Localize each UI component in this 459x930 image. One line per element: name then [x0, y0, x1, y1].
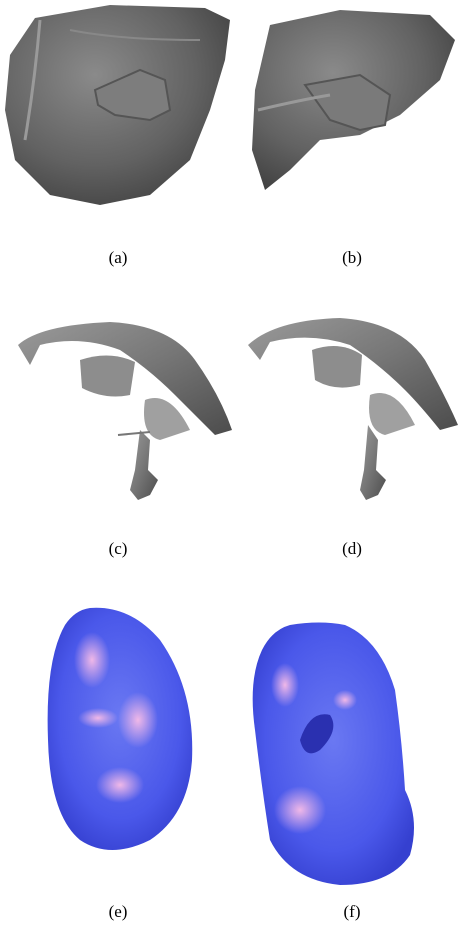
caption: (b) [342, 248, 362, 267]
caption: (f) [344, 902, 361, 921]
render-c [18, 322, 232, 500]
render-d [248, 318, 458, 500]
render-a [5, 5, 230, 205]
caption: (e) [109, 902, 128, 921]
caption: (d) [342, 539, 362, 558]
render-e [47, 607, 193, 850]
render-f [252, 622, 414, 885]
render-b [252, 10, 455, 190]
caption: (a) [109, 248, 128, 267]
caption: (c) [109, 539, 128, 558]
